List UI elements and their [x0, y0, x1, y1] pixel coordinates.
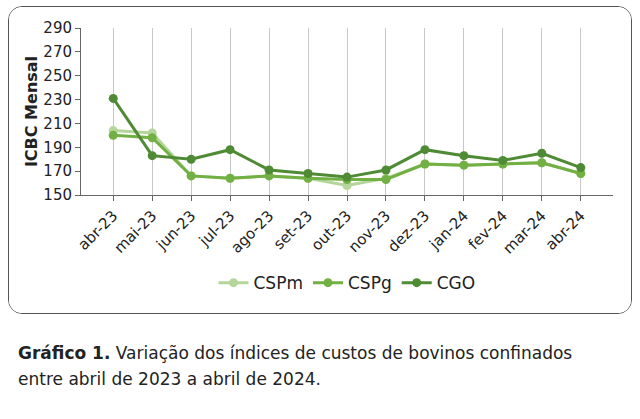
svg-text:jul-23: jul-23 [195, 207, 238, 250]
svg-text:jun-23: jun-23 [152, 207, 199, 254]
svg-text:290: 290 [43, 19, 72, 37]
svg-text:210: 210 [43, 115, 72, 133]
svg-text:mar-24: mar-24 [499, 207, 550, 258]
svg-text:abr-24: abr-24 [542, 207, 589, 254]
html-text:Gráfico 1. Variação dos índice: Gráfico 1. Variação dos índices de custo… [18, 343, 573, 389]
svg-text:fev-24: fev-24 [465, 207, 511, 253]
svg-text:ICBC Mensal: ICBC Mensal [22, 56, 41, 167]
svg-text:jan-24: jan-24 [425, 207, 472, 254]
svg-text:mai-23: mai-23 [110, 207, 160, 257]
svg-text:dez-23: dez-23 [384, 207, 433, 256]
svg-text:230: 230 [43, 91, 72, 109]
svg-text:nov-23: nov-23 [345, 207, 394, 256]
svg-text:set-23: set-23 [270, 207, 316, 253]
svg-text:270: 270 [43, 43, 72, 61]
svg-text:out-23: out-23 [308, 207, 355, 254]
svg-text:150: 150 [43, 186, 72, 204]
svg-text:abr-23: abr-23 [74, 207, 121, 254]
svg-text:CSPm: CSPm [254, 273, 303, 293]
svg-text:190: 190 [43, 139, 72, 157]
svg-text:CGO: CGO [437, 273, 475, 293]
svg-text:250: 250 [43, 67, 72, 85]
svg-text:CSPg: CSPg [348, 273, 392, 293]
svg-text:170: 170 [43, 162, 72, 180]
svg-text:ago-23: ago-23 [227, 207, 277, 257]
